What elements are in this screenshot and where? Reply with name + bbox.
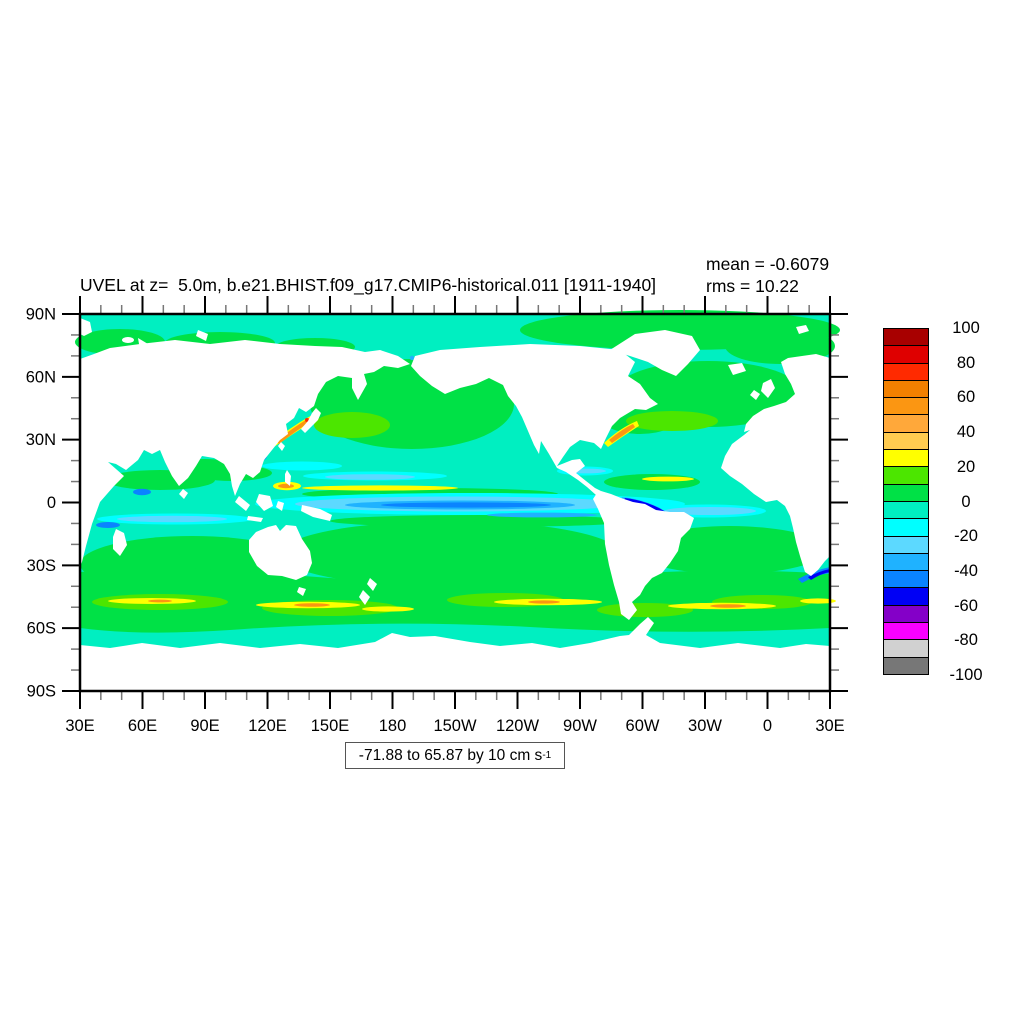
land-taiwan xyxy=(278,442,285,451)
y-tick-label: 0 xyxy=(47,494,56,512)
axis-major-ticks xyxy=(62,296,848,709)
colorbar-tick-label: 60 xyxy=(956,388,976,407)
x-axis-labels: 30E 60E 90E 120E 150E 180 150W 120W 90W 60W 30W 0 30… xyxy=(65,717,844,735)
land-nz-south xyxy=(359,590,370,605)
colorbar-tick-label: 80 xyxy=(956,353,976,372)
land-sulawesi xyxy=(276,501,284,511)
contour-range-text: -71.88 to 65.87 by 10 cm s xyxy=(358,746,543,764)
land-eurasia-africa-east xyxy=(80,340,410,566)
y-axis-labels: 90N 60N 30N 0 30S 60S 90S xyxy=(26,306,56,701)
colorbar-tick-label: -100 xyxy=(949,666,983,684)
colorbar-box xyxy=(883,535,929,554)
colorbar-tick-label: 20 xyxy=(956,457,976,476)
colorbar-box xyxy=(883,570,929,589)
land-masses xyxy=(80,318,830,691)
x-tick-label: 60W xyxy=(626,717,660,735)
colorbar-box xyxy=(883,604,929,624)
land-new-guinea xyxy=(301,505,332,521)
contour-range-label: -71.88 to 65.87 by 10 cm s -1 xyxy=(345,742,565,769)
colorbar-box xyxy=(883,397,929,416)
x-tick-label: 180 xyxy=(379,717,407,735)
colorbar-box xyxy=(883,587,929,606)
colorbar-tick-label: -60 xyxy=(954,596,978,615)
land-europe-africa-west xyxy=(721,354,830,576)
land-java xyxy=(247,516,263,522)
land-madagascar xyxy=(113,529,127,556)
land-north-america xyxy=(411,344,658,495)
colorbar-tick-label: 0 xyxy=(961,492,971,511)
y-tick-label: 30S xyxy=(27,557,56,575)
land-arctic-isle-2 xyxy=(143,345,153,351)
land-tasmania xyxy=(297,587,306,596)
land-borneo xyxy=(256,494,273,511)
y-tick-label: 60S xyxy=(27,620,56,638)
y-tick-label: 90S xyxy=(27,683,56,701)
land-uk xyxy=(761,379,775,398)
blue-cores xyxy=(96,454,830,583)
x-tick-label: 30W xyxy=(688,717,722,735)
x-tick-label: 150E xyxy=(311,717,350,735)
colorbar-tick-label: 100 xyxy=(952,319,980,337)
colorbar-boxes xyxy=(883,328,929,675)
land-sakhalin xyxy=(309,390,315,407)
plot-title: UVEL at z= 5.0m, b.e21.BHIST.f09_g17.CMI… xyxy=(80,275,657,295)
x-tick-label: 150W xyxy=(433,717,477,735)
colorbar-box xyxy=(883,362,929,381)
land-severnaya xyxy=(196,330,208,341)
land-japan xyxy=(301,408,321,433)
land-arctic-isle-1 xyxy=(122,337,134,343)
rms-annotation: rms = 10.22 xyxy=(706,276,799,296)
land-nz-north xyxy=(367,578,377,591)
colorbar-box xyxy=(883,449,929,468)
land-sri-lanka xyxy=(179,489,188,499)
land-scandinavia-corner xyxy=(80,318,92,336)
colorbar-box xyxy=(883,518,929,537)
land-svalbard xyxy=(796,325,809,334)
colorbar-box xyxy=(883,328,929,347)
y-tick-label: 60N xyxy=(26,368,56,386)
colorbar-box xyxy=(883,656,929,675)
land-philippines xyxy=(285,470,291,486)
colorbar-tick-label: -20 xyxy=(954,527,978,546)
land-australia xyxy=(249,525,312,580)
colorbar-box xyxy=(883,345,929,364)
x-tick-label: 90W xyxy=(563,717,597,735)
colorbar-box xyxy=(883,379,929,399)
x-tick-label: 60E xyxy=(128,717,157,735)
colorbar-box xyxy=(883,622,929,641)
map-frame xyxy=(78,312,832,693)
land-south-america xyxy=(593,491,694,620)
orange-current-cores xyxy=(148,418,746,608)
colorbar-box xyxy=(883,483,929,502)
colorbar-box xyxy=(883,552,929,572)
land-antarctica xyxy=(80,617,830,691)
x-tick-label: 120E xyxy=(248,717,287,735)
mean-annotation: mean = -0.6079 xyxy=(706,254,830,274)
land-greenland xyxy=(610,330,700,376)
x-tick-label: 0 xyxy=(763,717,772,735)
land-sumatra xyxy=(235,496,250,511)
x-tick-label: 30E xyxy=(815,717,844,735)
land-iceland xyxy=(728,363,746,375)
colorbar-box xyxy=(883,639,929,658)
x-tick-label: 90E xyxy=(190,717,219,735)
axis-minor-ticks xyxy=(71,305,839,700)
colorbar-tick-label: 40 xyxy=(956,423,976,442)
colorbar-box xyxy=(883,431,929,451)
x-tick-label: 30E xyxy=(65,717,94,735)
colorbar-tick-label: -40 xyxy=(954,561,978,580)
world-contour-map: 30E 60E 90E 120E 150E 180 150W 120W 90W 60W 30W 0 30… xyxy=(26,296,848,735)
x-tick-label: 120W xyxy=(496,717,540,735)
y-tick-label: 30N xyxy=(26,431,56,449)
land-ireland xyxy=(750,390,760,400)
colorbar-box xyxy=(883,466,929,485)
colorbar-tick-label: -80 xyxy=(954,631,978,650)
colorbar-box xyxy=(883,414,929,433)
colorbar-box xyxy=(883,500,929,520)
y-tick-label: 90N xyxy=(26,306,56,324)
